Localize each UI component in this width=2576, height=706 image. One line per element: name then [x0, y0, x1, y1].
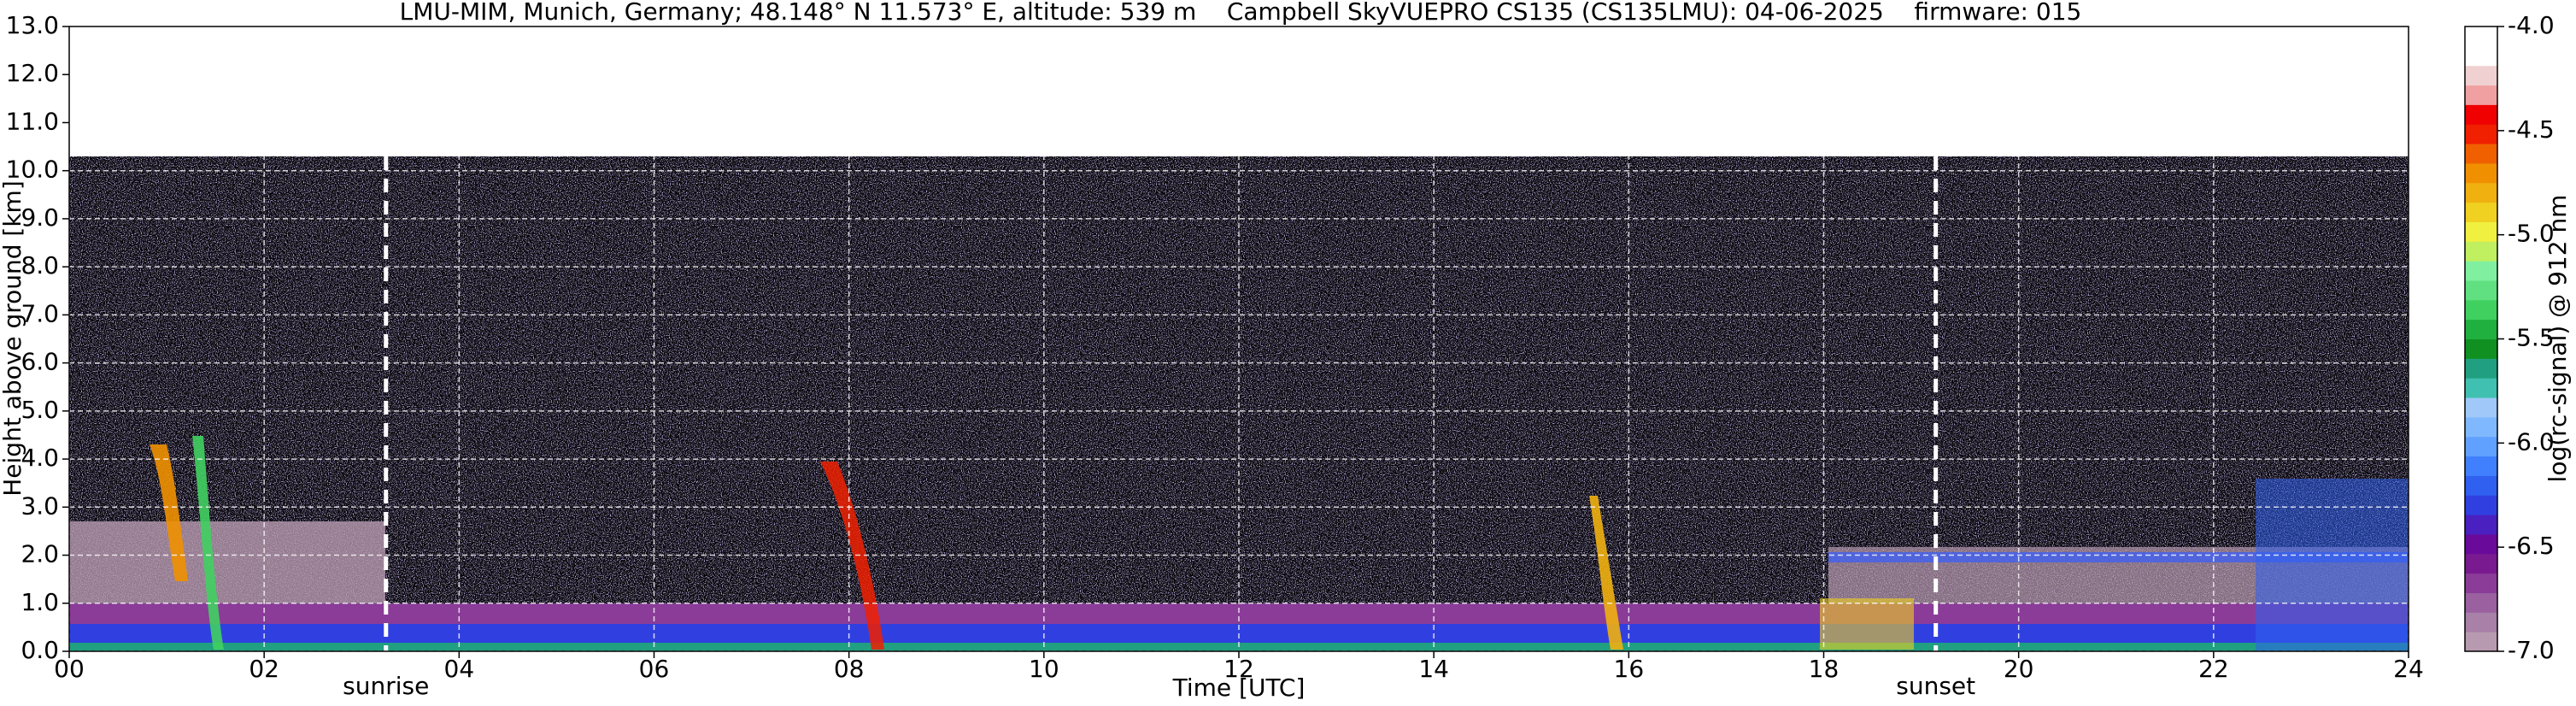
x-axis-label: Time [UTC] — [1172, 674, 1306, 702]
colorbar-segment — [2465, 299, 2497, 321]
y-tick-label: 11.0 — [6, 107, 59, 135]
colorbar-segment — [2465, 553, 2497, 574]
colorbar-tick-label: -6.0 — [2508, 427, 2555, 456]
colorbar-tick-label: -5.0 — [2508, 220, 2555, 248]
x-tick-label: 22 — [2198, 655, 2229, 683]
x-tick-label: 00 — [54, 655, 85, 683]
axes: 00 02 04 06 08 10 12 14 16 18 20 22 24 0.0 1.0 2.0 3.0 4.… — [6, 11, 2424, 683]
colorbar-segment — [2465, 592, 2497, 613]
x-tick-label: 10 — [1029, 655, 1059, 683]
x-tick-label: 08 — [834, 655, 865, 683]
y-tick-label: 9.0 — [21, 203, 59, 232]
x-tick-label: 12 — [1223, 655, 1254, 683]
colorbar-segment — [2465, 104, 2497, 125]
colorbar-tick-label: -6.5 — [2508, 532, 2555, 560]
colorbar-segment — [2465, 416, 2497, 438]
colorbar-segment — [2465, 475, 2497, 496]
x-tick-label: 06 — [639, 655, 670, 683]
colorbar: -7.0 -6.5 -6.0 -5.5 -5.0 -4.5 -4.0 — [2464, 11, 2555, 664]
y-tick-label: 4.0 — [21, 444, 59, 472]
x-tick-label: 02 — [249, 655, 279, 683]
grid — [68, 26, 2409, 652]
x-tick-label: 20 — [2004, 655, 2034, 683]
colorbar-segment — [2465, 632, 2497, 652]
chart-title: LMU-MIM, Munich, Germany; 48.148° N 11.5… — [400, 0, 2082, 26]
heatmap-layer — [69, 521, 385, 607]
colorbar-segment — [2465, 144, 2497, 164]
x-tick-label: 24 — [2393, 655, 2424, 683]
y-tick-label: 2.0 — [21, 540, 59, 568]
heatmap-feature — [1589, 496, 1623, 650]
colorbar-segment — [2465, 495, 2497, 515]
colorbar-segment — [2465, 612, 2497, 632]
colorbar-segment — [2465, 202, 2497, 222]
y-tick-label: 7.0 — [21, 299, 59, 327]
colorbar-segment — [2465, 221, 2497, 242]
heatmap-feature — [820, 462, 884, 650]
y-tick-label: 1.0 — [21, 588, 59, 616]
colorbar-segment — [2465, 26, 2497, 47]
colorbar-segment — [2465, 65, 2497, 86]
colorbar-segment — [2465, 85, 2497, 105]
heatmap-feature — [192, 436, 224, 650]
colorbar-segment — [2465, 261, 2497, 281]
colorbar-segment — [2465, 358, 2497, 379]
colorbar-segment — [2465, 397, 2497, 418]
heatmap-feature — [2256, 479, 2409, 651]
colorbar-segment — [2465, 319, 2497, 339]
colorbar-tick-label: -4.0 — [2508, 11, 2555, 39]
colorbar-segment — [2465, 162, 2497, 184]
colorbar-segment — [2465, 515, 2497, 535]
y-tick-label: 10.0 — [6, 156, 59, 184]
x-tick-label: 04 — [444, 655, 475, 683]
colorbar-segment — [2465, 533, 2497, 555]
colorbar-segment — [2465, 124, 2497, 144]
colorbar-segment — [2465, 378, 2497, 398]
colorbar-segment — [2465, 436, 2497, 457]
annotations: sunrise sunset — [343, 156, 1975, 700]
colorbar-segment — [2465, 573, 2497, 593]
colorbar-label: log(rc-signal) @ 912 nm — [2544, 195, 2572, 483]
y-tick-label: 5.0 — [21, 396, 59, 424]
colorbar-segment — [2465, 241, 2497, 262]
colorbar-segment — [2465, 182, 2497, 203]
y-tick-label: 0.0 — [21, 636, 59, 664]
annotation-label: sunrise — [343, 672, 429, 700]
heatmap-feature — [1820, 598, 1914, 650]
colorbar-tick-label: -5.5 — [2508, 324, 2555, 352]
colorbar-tick-label: -7.0 — [2508, 636, 2555, 664]
colorbar-segment — [2465, 45, 2497, 67]
colorbar-tick-label: -4.5 — [2508, 115, 2555, 144]
heatmap-feature — [150, 444, 188, 581]
annotation-label: sunset — [1896, 672, 1975, 700]
y-tick-label: 13.0 — [6, 11, 59, 39]
y-tick-label: 6.0 — [21, 348, 59, 376]
y-axis-label: Height above ground [km] — [0, 180, 26, 497]
y-tick-label: 3.0 — [21, 491, 59, 520]
y-tick-label: 8.0 — [21, 251, 59, 279]
colorbar-segment — [2465, 456, 2497, 476]
x-tick-label: 16 — [1614, 655, 1645, 683]
colorbar-segment — [2465, 338, 2497, 359]
x-tick-label: 14 — [1418, 655, 1449, 683]
colorbar-segment — [2465, 279, 2497, 301]
x-tick-label: 18 — [1809, 655, 1840, 683]
y-tick-label: 12.0 — [6, 59, 59, 87]
